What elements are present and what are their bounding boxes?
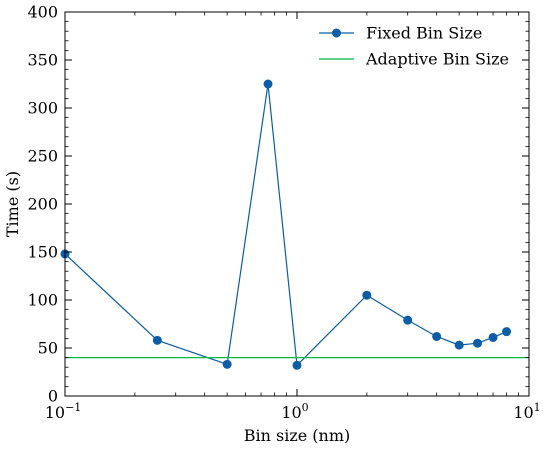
x-axis-label: Bin size (nm) <box>244 426 351 445</box>
fixed-bin-size-point <box>454 340 464 350</box>
plot-frame <box>64 11 530 397</box>
y-tick-label: 350 <box>27 51 58 70</box>
plot-area <box>60 79 529 370</box>
y-tick-label: 0 <box>48 387 58 406</box>
y-tick-label: 50 <box>38 339 58 358</box>
y-tick-label: 200 <box>27 195 58 214</box>
x-tick-label: 100 <box>281 401 308 422</box>
legend: Fixed Bin Size Adaptive Bin Size <box>319 24 509 69</box>
y-axis-label: Time (s) <box>3 171 22 237</box>
y-tick-label: 400 <box>27 3 58 22</box>
legend-label: Fixed Bin Size <box>366 24 482 43</box>
fixed-bin-size-point <box>432 331 442 341</box>
y-tick-label: 100 <box>27 291 58 310</box>
fixed-bin-size-point <box>403 315 413 325</box>
x-tick-label: 10−1 <box>45 401 82 422</box>
y-tick-label: 300 <box>27 99 58 118</box>
y-tick-label: 250 <box>27 147 58 166</box>
fixed-bin-size-point <box>473 338 483 348</box>
fixed-bin-size-point <box>502 327 512 337</box>
axis-ticks: 0 50 100 150 200 250 300 350 400 10−1 100 101 <box>27 3 540 423</box>
fixed-bin-size-point <box>152 335 162 345</box>
fixed-bin-size-line <box>64 83 507 367</box>
fixed-bin-size-point <box>292 360 302 370</box>
y-tick-label: 150 <box>27 243 58 262</box>
x-tick-label: 101 <box>513 401 540 422</box>
fixed-bin-size-point <box>222 359 232 369</box>
legend-marker <box>332 28 341 38</box>
fixed-bin-size-point <box>362 290 372 300</box>
fixed-bin-size-point <box>263 79 273 89</box>
fixed-bin-size-point <box>488 332 498 342</box>
legend-label: Adaptive Bin Size <box>365 50 509 69</box>
